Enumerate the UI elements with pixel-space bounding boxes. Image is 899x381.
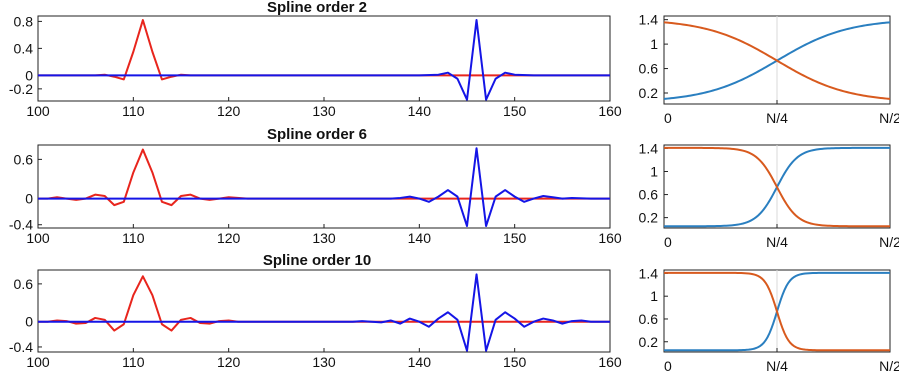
x-tick-label: 160 xyxy=(598,103,622,119)
y-tick-label: -0.4 xyxy=(9,339,33,355)
y-tick-label: -0.2 xyxy=(9,81,33,97)
x-tick-label: 100 xyxy=(26,230,50,246)
y-tick-label: 1 xyxy=(650,36,658,52)
series-line-blue xyxy=(38,19,610,101)
series-line-orange xyxy=(664,271,890,352)
x-tick-label: 110 xyxy=(122,354,145,370)
y-tick-label: 0.4 xyxy=(14,40,34,56)
plot-frame-3 xyxy=(37,269,611,353)
x-tick-label: 110 xyxy=(122,230,145,246)
x-tick-label: 100 xyxy=(26,103,50,119)
x-tick-label: N/2 xyxy=(879,234,899,250)
series-line-blue xyxy=(38,147,610,228)
x-tick-label: N/4 xyxy=(766,358,788,374)
plot-frame-2 xyxy=(37,144,611,229)
x-tick-label: 0 xyxy=(664,358,672,374)
y-tick-label: -0.4 xyxy=(9,217,33,233)
chart-title-1: Spline order 2 xyxy=(267,0,367,16)
x-tick-label: 160 xyxy=(598,354,622,370)
y-tick-label: 0.6 xyxy=(639,187,659,203)
x-tick-label: 120 xyxy=(217,354,241,370)
y-tick-label: 1 xyxy=(650,288,658,304)
x-tick-label: 120 xyxy=(217,230,241,246)
x-tick-label: 120 xyxy=(217,103,241,119)
x-tick-label: 140 xyxy=(408,103,432,119)
x-tick-label: 140 xyxy=(408,230,432,246)
y-tick-label: 0 xyxy=(25,191,33,207)
y-tick-label: 1 xyxy=(650,164,658,180)
x-tick-label: 100 xyxy=(26,354,50,370)
x-tick-label: 130 xyxy=(312,230,336,246)
y-tick-label: 0 xyxy=(25,314,33,330)
x-tick-label: 150 xyxy=(503,103,527,119)
x-tick-label: 160 xyxy=(598,230,622,246)
x-tick-label: N/4 xyxy=(766,234,788,250)
x-tick-label: 130 xyxy=(312,103,336,119)
y-tick-label: 0.2 xyxy=(639,334,659,350)
y-tick-label: 0.6 xyxy=(639,61,659,77)
series-line-red xyxy=(38,148,610,207)
y-tick-label: 0.6 xyxy=(14,151,34,167)
y-tick-label: 0.8 xyxy=(14,13,34,29)
y-tick-label: 1.4 xyxy=(639,12,659,28)
series-line-red xyxy=(38,19,610,81)
series-line-orange xyxy=(663,21,891,100)
x-tick-label: 150 xyxy=(503,230,527,246)
x-tick-label: 110 xyxy=(122,103,145,119)
y-tick-label: 0.2 xyxy=(639,210,659,226)
x-tick-label: N/2 xyxy=(879,110,899,126)
y-tick-label: 0 xyxy=(25,67,33,83)
x-tick-label: 130 xyxy=(312,354,336,370)
y-tick-label: 1.4 xyxy=(639,140,659,156)
series-line-orange xyxy=(664,146,890,228)
x-tick-label: 0 xyxy=(664,110,672,126)
plot-frame-1 xyxy=(37,15,611,102)
y-tick-label: 0.2 xyxy=(639,85,659,101)
y-tick-label: 0.6 xyxy=(14,276,34,292)
chart-title-3: Spline order 10 xyxy=(263,252,371,269)
x-tick-label: 150 xyxy=(503,354,527,370)
chart-title-2: Spline order 6 xyxy=(267,126,367,143)
x-tick-label: 140 xyxy=(408,354,432,370)
x-tick-label: N/4 xyxy=(766,110,788,126)
x-tick-label: 0 xyxy=(664,234,672,250)
y-tick-label: 0.6 xyxy=(639,311,659,327)
y-tick-label: 1.4 xyxy=(639,265,659,281)
series-line-blue xyxy=(38,273,610,352)
x-tick-label: N/2 xyxy=(879,358,899,374)
